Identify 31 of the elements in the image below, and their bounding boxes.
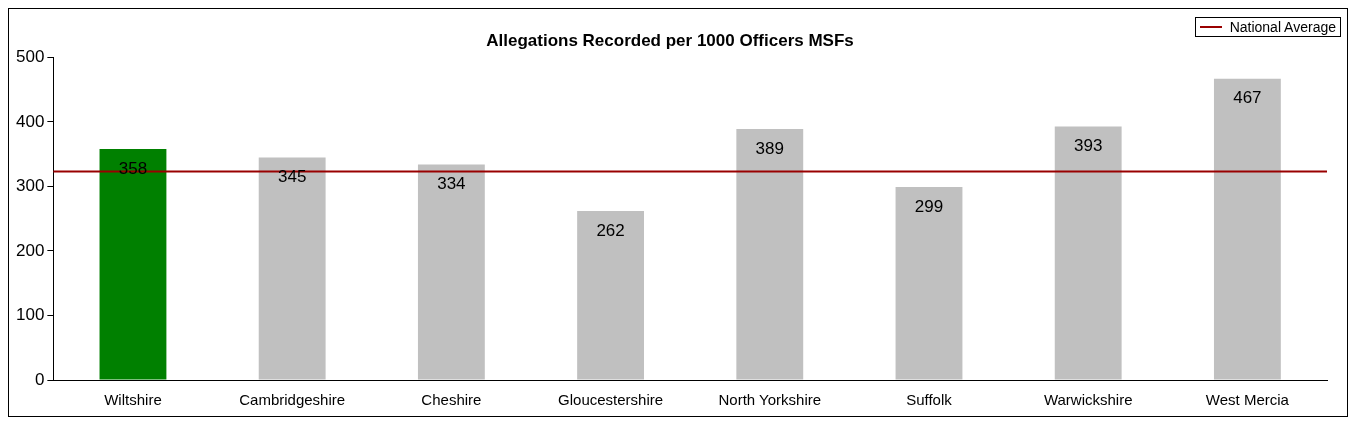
data-label: 345 bbox=[277, 167, 307, 187]
x-tick-label: Wiltshire bbox=[104, 391, 162, 409]
bar bbox=[577, 210, 645, 380]
bar bbox=[1213, 78, 1281, 380]
bar bbox=[1054, 126, 1122, 380]
x-tick-label: West Mercia bbox=[1205, 391, 1290, 409]
y-tick-label: 500 bbox=[15, 47, 45, 67]
x-tick-label: Warwickshire bbox=[1043, 391, 1133, 409]
bar bbox=[417, 164, 485, 380]
data-label: 393 bbox=[1074, 136, 1103, 156]
y-tick-label: 300 bbox=[15, 176, 45, 196]
bar bbox=[258, 157, 326, 380]
data-label: 262 bbox=[596, 220, 625, 240]
y-tick-label: 100 bbox=[15, 305, 45, 325]
y-tick-label: 0 bbox=[34, 369, 45, 389]
legend-label: National Average bbox=[1229, 19, 1336, 35]
x-tick-label: North Yorkshire bbox=[718, 391, 822, 409]
x-tick-label: Suffolk bbox=[906, 391, 953, 409]
data-label: 299 bbox=[914, 196, 944, 216]
bar bbox=[895, 187, 963, 380]
data-label: 467 bbox=[1233, 88, 1262, 108]
data-label: 334 bbox=[437, 174, 466, 194]
chart-title: Allegations Recorded per 1000 Officers MSFs bbox=[486, 30, 854, 50]
bar bbox=[99, 149, 167, 380]
y-tick-label: 200 bbox=[15, 240, 45, 260]
x-tick-label: Cheshire bbox=[421, 391, 482, 409]
data-label: 389 bbox=[755, 138, 784, 158]
x-tick-label: Gloucestershire bbox=[558, 391, 664, 409]
bar bbox=[736, 129, 804, 380]
x-tick-label: Cambridgeshire bbox=[239, 391, 346, 409]
y-tick-label: 400 bbox=[15, 111, 45, 131]
